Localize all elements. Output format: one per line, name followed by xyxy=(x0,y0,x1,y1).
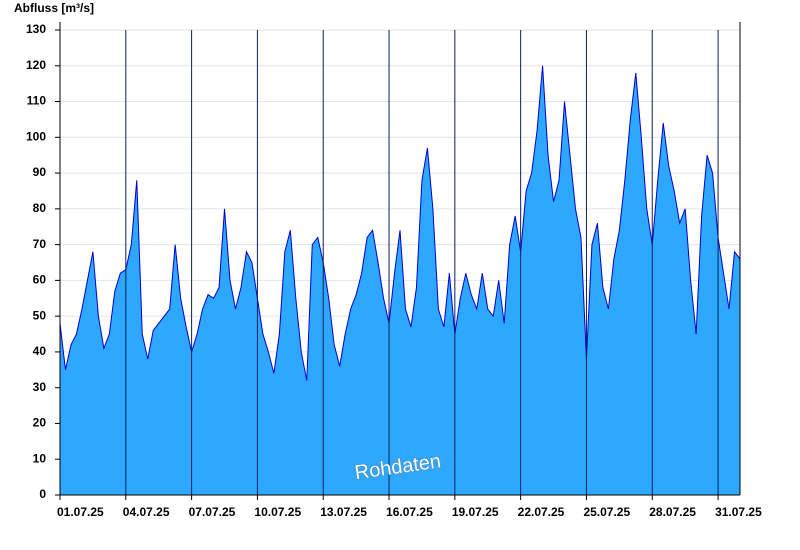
x-tick-label: 07.07.25 xyxy=(189,505,236,519)
y-axis-label: Abfluss [m³/s] xyxy=(14,1,94,15)
y-tick-label: 110 xyxy=(27,94,47,108)
x-tick-label: 13.07.25 xyxy=(320,505,367,519)
x-tick-label: 10.07.25 xyxy=(254,505,301,519)
y-tick-label: 120 xyxy=(26,58,46,72)
y-tick-label: 70 xyxy=(33,237,47,251)
line xyxy=(59,65,741,381)
x-tick-label: 01.07.25 xyxy=(57,505,104,519)
y-tick-label: 30 xyxy=(33,380,47,394)
x-tick-label: 25.07.25 xyxy=(583,505,630,519)
y-tick-label: 50 xyxy=(33,308,47,322)
y-tick-label: 10 xyxy=(33,451,47,465)
x-tick-label: 19.07.25 xyxy=(452,505,499,519)
area xyxy=(60,65,740,496)
y-tick-label: 40 xyxy=(33,344,47,358)
y-tick-label: 60 xyxy=(33,273,47,287)
y-tick-label: 90 xyxy=(33,165,47,179)
y-tick-label: 100 xyxy=(26,129,46,143)
y-tick-label: 130 xyxy=(26,22,46,36)
x-tick-label: 28.07.25 xyxy=(649,505,696,519)
x-tick-label: 16.07.25 xyxy=(386,505,433,519)
x-tick-label: 31.07.25 xyxy=(715,505,762,519)
y-tick-label: 80 xyxy=(33,201,47,215)
y-tick-label: 20 xyxy=(33,416,47,430)
y-tick-label: 0 xyxy=(39,487,46,501)
x-tick-label: 22.07.25 xyxy=(518,505,565,519)
x-tick-label: 04.07.25 xyxy=(123,505,170,519)
